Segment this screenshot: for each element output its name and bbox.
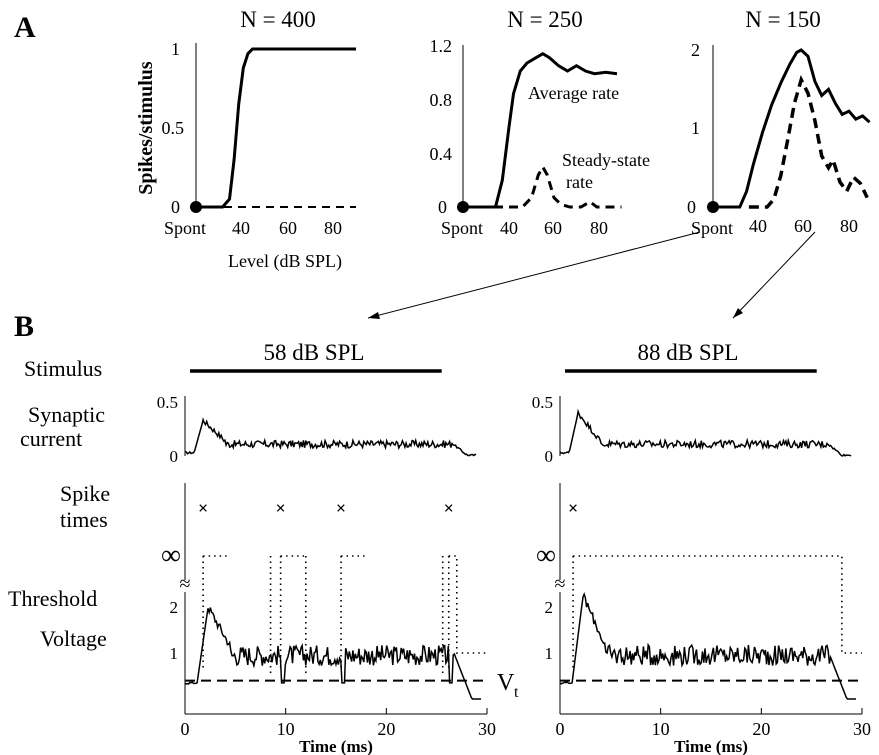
plot-a2-annotation-rate: rate	[566, 172, 593, 192]
plot-a1-xtick: 40	[232, 218, 250, 238]
voltage-trace-58db	[184, 607, 481, 700]
spike-marker-58db: ×	[276, 498, 286, 518]
plot-a2-ytick: 0	[438, 197, 447, 217]
current-ytick-88db: 0	[545, 447, 554, 466]
row-label-spike: Spike	[60, 481, 110, 506]
current-ytick-58db: 0	[170, 447, 179, 466]
row-label-times: times	[60, 507, 108, 532]
infinity-label-88db: ∞	[536, 540, 556, 571]
connector-arrows	[367, 231, 816, 319]
plot-a3-xtick: 40	[749, 216, 767, 236]
plot-a2-annotation-average: Average rate	[528, 83, 619, 103]
plot-a2-annotation-steady: Steady-state	[562, 150, 650, 170]
panel-a-y-title: Spikes/stimulus	[135, 61, 157, 195]
arrow-head-58db	[368, 312, 380, 319]
spike-marker-58db: ×	[444, 498, 454, 518]
infinity-label-58db: ∞	[161, 540, 181, 571]
plot-a1: N = 400 1 0.5 0 40 60 80 Spont Level (dB…	[162, 7, 356, 272]
plot-a2-ytick: 1.2	[430, 36, 453, 56]
voltage-ytick-58db: 2	[170, 598, 179, 617]
plot-a1-spont-label: Spont	[164, 218, 206, 238]
axis-break-58db: ≈	[180, 573, 191, 595]
plot-a2-xtick: 60	[544, 218, 562, 238]
plot-a3: N = 150 2 1 0 40 60 80 Spont	[687, 7, 871, 238]
plot-a2-ytick: 0.8	[430, 90, 453, 110]
axis-break-88db: ≈	[555, 573, 566, 595]
arrow-to-58db	[367, 231, 701, 319]
plot-a3-title: N = 150	[745, 7, 821, 32]
time-tick-label-88db: 0	[556, 719, 565, 739]
plot-a3-ytick: 0	[687, 197, 696, 217]
plot-a3-xtick: 80	[840, 216, 858, 236]
plot-a1-xtick: 80	[324, 218, 342, 238]
time-tick-label-58db: 20	[377, 719, 395, 739]
row-label-stimulus: Stimulus	[24, 356, 102, 381]
time-tick-label-58db: 30	[478, 719, 496, 739]
time-tick-label-88db: 20	[752, 719, 770, 739]
plot-a3-series-dashed	[748, 75, 869, 209]
voltage-trace-88db	[559, 592, 856, 700]
row-label-threshold: Threshold	[8, 586, 97, 611]
time-axis-title-58db: Time (ms)	[299, 737, 373, 755]
plot-a2-spont-marker	[457, 201, 469, 213]
plot-a3-ytick: 1	[691, 118, 700, 138]
plot-a2-series-average	[464, 51, 618, 209]
plot-a2-xtick: 40	[500, 218, 518, 238]
plot-a1-ytick: 1	[171, 39, 180, 59]
plot-a1-ytick: 0.5	[162, 118, 185, 138]
synaptic-current-trace-88db	[559, 408, 852, 457]
panel-a-x-title: Level (dB SPL)	[228, 251, 342, 272]
plot-a2-series-steady	[464, 163, 622, 209]
plot-a2-spont-label: Spont	[441, 218, 483, 238]
time-tick-label-58db: 10	[277, 719, 295, 739]
spike-marker-88db: ×	[568, 498, 578, 518]
column-title-88db: 88 dB SPL	[638, 340, 739, 365]
plot-a2-xtick: 80	[590, 218, 608, 238]
time-tick-label-88db: 30	[853, 719, 871, 739]
spike-marker-58db: ×	[198, 498, 208, 518]
time-tick-label-88db: 10	[652, 719, 670, 739]
current-ytick-58db: 0.5	[157, 393, 178, 412]
arrow-head-88db	[733, 308, 743, 318]
synaptic-current-trace-58db	[185, 417, 477, 457]
time-axis-title-88db: Time (ms)	[674, 737, 748, 755]
time-tick-label-58db: 0	[181, 719, 190, 739]
panel-b-label: B	[14, 310, 34, 343]
arrow-to-88db	[732, 231, 816, 319]
threshold-trace-58db	[202, 555, 487, 676]
vt-label: V	[497, 670, 515, 696]
plot-a2-title: N = 250	[507, 7, 583, 32]
plot-a2: N = 250 1.2 0.8 0.4 0 40 60 80 Spont Ave…	[430, 7, 650, 238]
plot-a3-ytick: 2	[691, 40, 700, 60]
column-title-58db: 58 dB SPL	[264, 340, 365, 365]
plot-a1-ytick: 0	[171, 197, 180, 217]
plot-a3-spont-label: Spont	[691, 218, 733, 238]
voltage-ytick-58db: 1	[170, 644, 179, 663]
spike-marker-58db: ×	[336, 498, 346, 518]
plot-a2-ytick: 0.4	[430, 144, 453, 164]
panel-a-label: A	[14, 11, 36, 44]
plot-a3-series-solid	[713, 48, 871, 209]
plot-a1-title: N = 400	[240, 7, 316, 32]
voltage-ytick-88db: 2	[545, 598, 554, 617]
row-label-voltage: Voltage	[40, 626, 107, 651]
vt-subscript: t	[514, 684, 519, 701]
current-ytick-88db: 0.5	[532, 393, 553, 412]
plot-a1-xtick: 60	[279, 218, 297, 238]
plot-a1-series-solid	[196, 47, 356, 209]
voltage-ytick-88db: 1	[545, 644, 554, 663]
row-label-synaptic: Synaptic	[28, 402, 105, 427]
row-label-current: current	[20, 426, 82, 451]
plot-a3-xtick: 60	[794, 216, 812, 236]
